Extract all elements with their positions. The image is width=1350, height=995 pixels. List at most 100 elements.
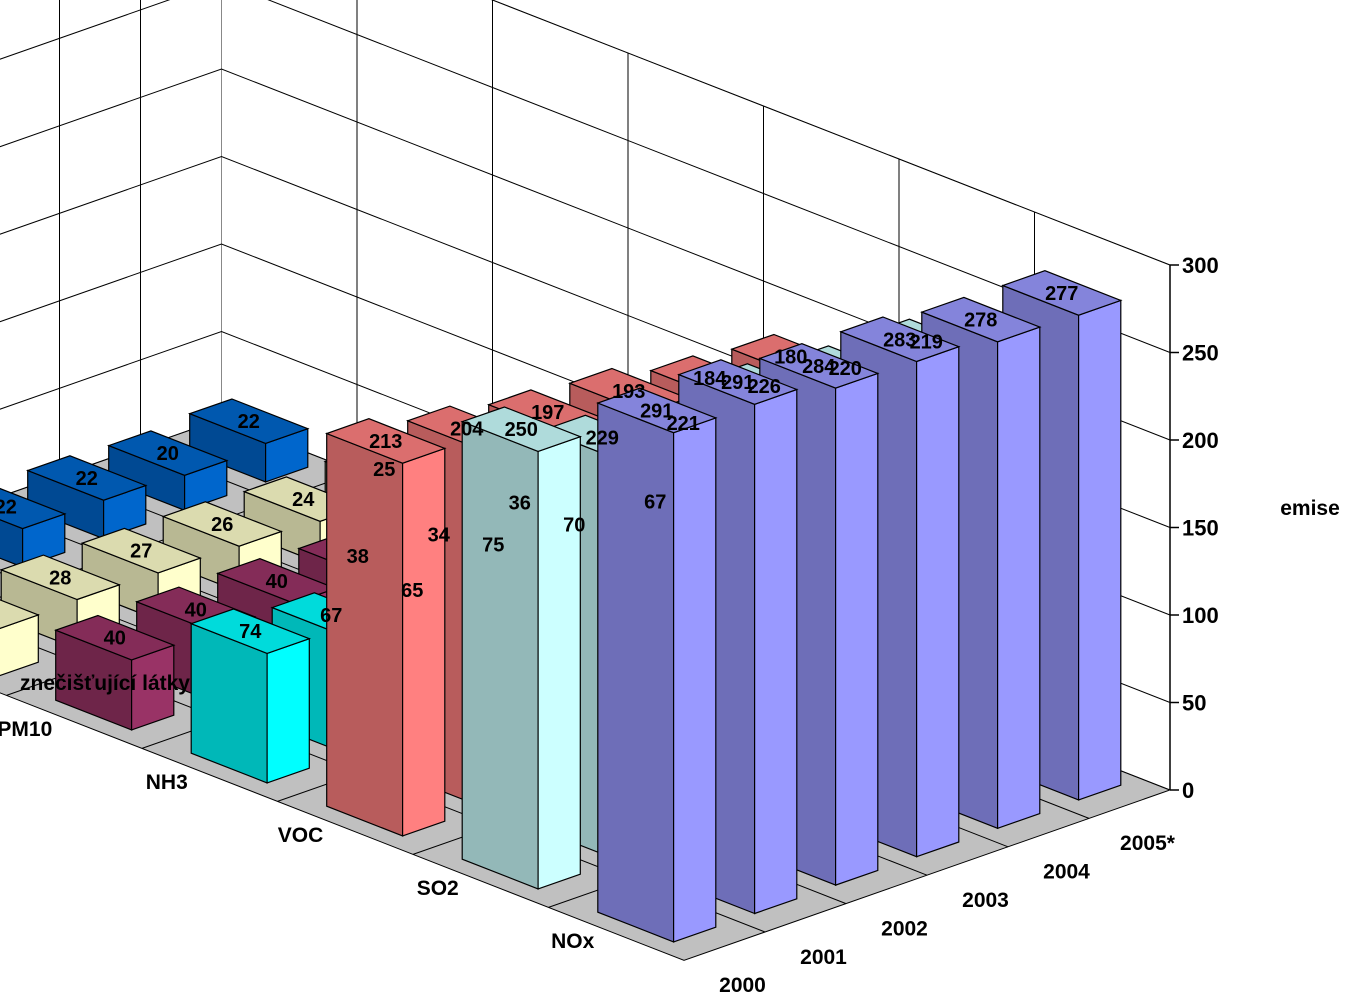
bar — [596, 387, 718, 943]
data-label: 213 — [369, 431, 402, 453]
data-label: 74 — [239, 621, 262, 643]
data-label: 278 — [964, 310, 997, 332]
bar-top-face — [677, 359, 799, 405]
chart-labels: 0501001502002503002220222221212524262728… — [0, 253, 1340, 995]
data-label: 226 — [748, 376, 781, 398]
data-label: 220 — [829, 358, 862, 380]
data-label: 20 — [157, 443, 179, 465]
z-tick-label: 0 — [1182, 778, 1194, 803]
bar-top-face — [0, 554, 122, 601]
z-tick-label: 50 — [1182, 691, 1206, 716]
bar-top-face — [920, 296, 1042, 343]
data-label: 40 — [104, 628, 126, 650]
data-label: 229 — [586, 428, 619, 450]
bar-side-face — [266, 637, 310, 784]
data-label: 204 — [450, 418, 484, 440]
bar-side-face — [915, 345, 960, 858]
data-label: 40 — [266, 571, 288, 593]
chart-bars — [0, 270, 1123, 943]
data-label: 67 — [320, 605, 342, 627]
category-tick-label: 2001 — [800, 946, 847, 969]
bar — [187, 398, 310, 483]
bar-side-face — [1077, 299, 1122, 801]
bar — [460, 406, 583, 890]
bar-side-face — [0, 614, 39, 677]
value-gridline — [491, 0, 1171, 266]
bar-side-face — [672, 417, 717, 943]
data-label: 26 — [211, 514, 233, 536]
bar — [0, 599, 41, 677]
bar — [324, 418, 447, 837]
bar-top-face — [106, 430, 229, 476]
bar-top-face — [161, 501, 284, 547]
data-label: 40 — [185, 599, 207, 621]
data-label: 27 — [130, 541, 152, 563]
z-tick-label: 100 — [1182, 603, 1219, 628]
bar — [189, 608, 312, 784]
bar-top-face — [25, 455, 148, 501]
data-label: 283 — [883, 329, 916, 351]
category-tick-label: 2004 — [1043, 861, 1090, 884]
bar — [53, 614, 176, 731]
bar-top-face — [1001, 270, 1123, 316]
bar-top-face — [596, 387, 718, 434]
data-label: 36 — [509, 493, 531, 515]
bar-side-face — [537, 435, 581, 890]
bar-top-face — [187, 398, 310, 445]
bar-top-face — [0, 487, 67, 530]
data-label: 24 — [292, 489, 315, 511]
bar-side-face — [402, 447, 446, 837]
bar — [0, 487, 67, 568]
data-label: 65 — [401, 580, 423, 602]
data-label: 193 — [612, 381, 645, 403]
data-label: 67 — [644, 491, 666, 513]
category-tick-label: 2002 — [881, 917, 928, 940]
bar-side-face — [753, 388, 798, 915]
data-label: 221 — [667, 413, 700, 435]
data-label: 184 — [693, 368, 727, 390]
data-label: 180 — [774, 347, 807, 369]
value-gridline — [0, 0, 1171, 353]
series-tick-label: VOC — [278, 824, 324, 847]
series-axis-title: znečišťující látky — [20, 672, 190, 695]
data-label: 22 — [76, 468, 98, 490]
z-tick-label: 150 — [1182, 516, 1219, 541]
bar-side-face — [996, 326, 1041, 830]
bar-top-face — [189, 608, 312, 655]
series-tick-label: NH3 — [146, 771, 188, 794]
data-label: 38 — [347, 546, 369, 568]
data-label: 22 — [238, 411, 260, 433]
bar-top-face — [53, 614, 176, 661]
data-label: 75 — [482, 534, 504, 556]
data-label: 291 — [640, 400, 673, 422]
data-label: 25 — [373, 459, 395, 481]
data-label: 28 — [49, 567, 71, 589]
series-tick-label: PM10 — [0, 718, 52, 741]
bar-top-face — [80, 527, 203, 574]
z-tick-label: 200 — [1182, 428, 1219, 453]
bar-top-face — [758, 343, 880, 389]
z-axis-title: emise — [1280, 497, 1340, 520]
data-label: 284 — [802, 356, 836, 378]
data-label: 34 — [428, 525, 451, 547]
bar-top-face — [0, 599, 41, 629]
bar-front-face — [326, 432, 404, 837]
category-tick-label: 2003 — [962, 889, 1009, 912]
bar-top-face — [324, 418, 447, 464]
series-tick-label: NOx — [551, 930, 595, 953]
series-tick-label: SO2 — [417, 877, 459, 900]
bar-side-face — [834, 372, 879, 886]
z-tick-label: 250 — [1182, 341, 1219, 366]
data-label: 22 — [0, 496, 17, 518]
bar-front-face — [597, 402, 675, 943]
data-label: 70 — [563, 515, 585, 537]
category-tick-label: 2005* — [1120, 832, 1176, 855]
value-gridline — [0, 68, 1171, 441]
data-label: 219 — [910, 331, 943, 353]
bar-top-face — [460, 406, 583, 453]
data-label: 291 — [721, 372, 754, 394]
category-tick-label: 2000 — [719, 974, 766, 995]
data-label: 197 — [531, 402, 564, 424]
data-label: 250 — [505, 419, 538, 441]
